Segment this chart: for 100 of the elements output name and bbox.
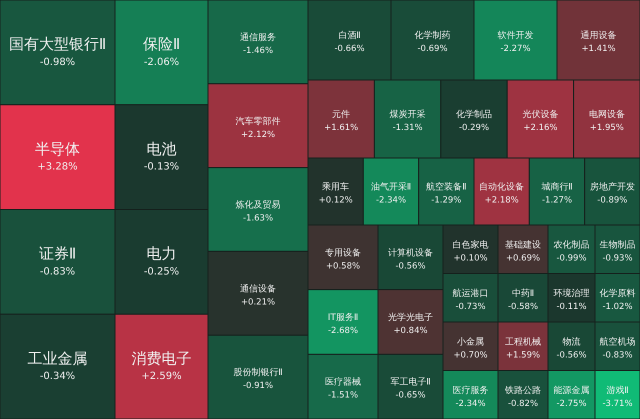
category-label: 煤炭开采 <box>390 109 426 120</box>
category-label: 能源金属 <box>554 384 590 396</box>
category-label: 光伏设备 <box>522 109 558 120</box>
category-label: 城商行Ⅱ <box>540 182 573 193</box>
category-label: 基础建设 <box>505 239 541 250</box>
data-label: -2.34% <box>455 398 486 409</box>
data-label: -0.91% <box>242 381 274 392</box>
data-label: -1.29% <box>431 196 462 206</box>
category-label: 白酒Ⅱ <box>338 30 361 42</box>
category-label: 医疗器械 <box>325 376 361 388</box>
category-label: 通信设备 <box>240 283 276 294</box>
category-label: 国有大型银行Ⅱ <box>8 35 106 54</box>
category-label: 自动化设备 <box>479 182 524 193</box>
category-label: 生物制品 <box>600 239 636 250</box>
data-label: -0.66% <box>334 44 365 54</box>
category-label: 通信服务 <box>240 32 276 43</box>
data-label: -0.89% <box>597 196 628 206</box>
data-label: +3.28% <box>37 162 78 173</box>
data-label: +0.69% <box>506 253 540 264</box>
category-label: 航空机场 <box>600 336 636 348</box>
data-label: +1.95% <box>590 123 624 134</box>
category-label: 工业金属 <box>28 349 88 368</box>
category-label: 物流 <box>562 336 580 348</box>
data-label: -0.93% <box>602 253 633 264</box>
data-label: -0.83% <box>602 350 633 360</box>
data-label: -1.51% <box>328 390 358 401</box>
category-label: 电网设备 <box>588 109 625 120</box>
data-label: -0.99% <box>556 253 587 264</box>
data-label: -2.27% <box>500 44 531 54</box>
data-label: -0.83% <box>40 266 76 278</box>
data-label: -1.02% <box>602 302 633 312</box>
category-label: 光学光电子 <box>388 312 433 324</box>
data-label: -2.68% <box>328 326 358 336</box>
data-label: -1.31% <box>392 123 423 134</box>
data-label: -0.73% <box>455 302 486 312</box>
data-label: +1.59% <box>506 350 540 360</box>
category-label: 化学制品 <box>456 109 492 120</box>
category-label: 农化制品 <box>554 239 590 250</box>
category-label: 铁路公路 <box>504 384 541 396</box>
category-label: 油气开采Ⅱ <box>370 182 412 193</box>
data-label: -0.11% <box>556 302 587 312</box>
data-label: +2.16% <box>523 123 558 134</box>
category-label: 计算机设备 <box>388 247 433 258</box>
data-label: -0.25% <box>144 266 180 278</box>
data-label: -2.06% <box>144 56 180 68</box>
category-label: 医疗服务 <box>452 384 488 396</box>
category-label: 元件 <box>332 109 350 120</box>
data-label: -1.27% <box>542 196 572 206</box>
category-label: 环境治理 <box>554 288 590 299</box>
data-label: -0.58% <box>508 302 538 312</box>
category-label: 消费电子 <box>132 349 192 368</box>
data-label: +2.18% <box>484 196 519 206</box>
data-label: +0.12% <box>318 196 353 206</box>
data-label: -0.65% <box>395 390 426 401</box>
data-label: -3.71% <box>602 398 633 409</box>
category-label: 游戏Ⅱ <box>606 384 629 396</box>
data-label: -0.56% <box>556 350 587 360</box>
data-label: -2.34% <box>376 196 406 206</box>
data-label: -0.13% <box>144 162 180 173</box>
data-label: -1.46% <box>242 46 274 56</box>
data-label: -0.34% <box>40 371 76 382</box>
data-label: -2.75% <box>556 398 587 409</box>
category-label: 电池 <box>146 140 176 158</box>
data-label: +2.12% <box>240 130 276 140</box>
category-label: IT服务Ⅱ <box>328 312 358 324</box>
category-label: 航空装备Ⅱ <box>426 182 467 193</box>
category-label: 保险Ⅱ <box>142 35 180 54</box>
category-label: 中药Ⅱ <box>512 288 534 299</box>
category-label: 通用设备 <box>580 30 616 42</box>
category-label: 小金属 <box>457 336 484 348</box>
data-label: -0.29% <box>458 123 490 134</box>
category-label: 航运港口 <box>452 288 488 299</box>
category-label: 白色家电 <box>452 239 488 250</box>
category-label: 军工电子Ⅱ <box>390 376 431 388</box>
data-label: -0.69% <box>417 44 448 54</box>
category-label: 化学原料 <box>600 288 636 299</box>
data-label: -1.63% <box>242 214 274 224</box>
category-label: 证券Ⅱ <box>38 244 76 263</box>
category-label: 汽车零部件 <box>236 116 280 127</box>
category-label: 房地产开发 <box>590 182 635 193</box>
category-label: 炼化及贸易 <box>236 200 280 211</box>
category-label: 股份制银行Ⅱ <box>233 367 283 378</box>
category-label: 软件开发 <box>498 30 534 42</box>
data-label: +0.70% <box>453 350 488 360</box>
category-label: 工程机械 <box>505 336 541 348</box>
data-label: +0.84% <box>393 326 428 336</box>
data-label: -0.98% <box>40 56 76 68</box>
category-label: 半导体 <box>35 140 80 158</box>
data-label: -0.56% <box>395 261 426 272</box>
category-label: 化学制药 <box>414 30 450 42</box>
data-label: +1.41% <box>581 44 616 54</box>
category-label: 乘用车 <box>322 182 350 193</box>
category-label: 专用设备 <box>325 247 361 258</box>
data-label: -0.82% <box>508 398 538 409</box>
data-label: +1.61% <box>324 123 358 134</box>
data-label: +0.58% <box>326 261 360 272</box>
data-label: +2.59% <box>141 371 182 382</box>
data-label: +0.10% <box>453 253 488 264</box>
data-label: +0.21% <box>240 297 276 308</box>
category-label: 电力 <box>146 244 176 263</box>
